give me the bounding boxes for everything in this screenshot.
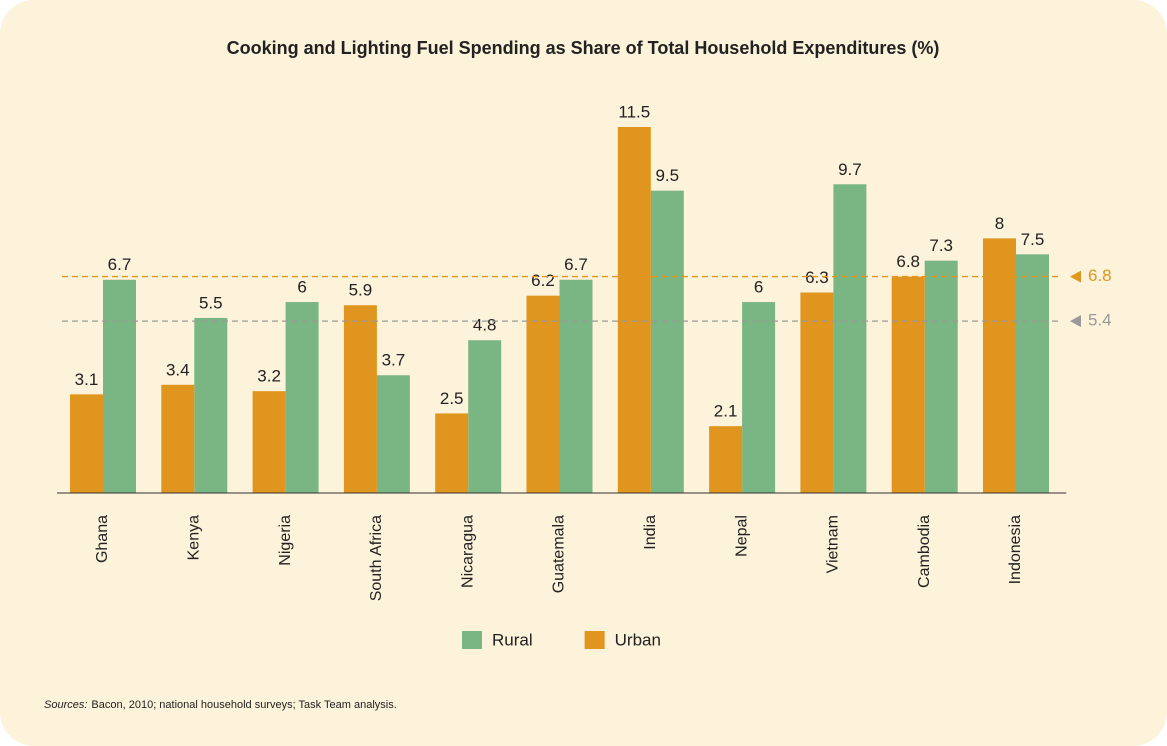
- x-tick-label: India: [642, 515, 659, 550]
- bar: [161, 384, 195, 493]
- value-label: 9.7: [838, 160, 862, 179]
- bar: [559, 279, 593, 493]
- x-tick-label: Indonesia: [1007, 515, 1024, 584]
- value-label: 6: [754, 278, 763, 297]
- bar: [924, 260, 958, 493]
- x-tick-label: Nicaragua: [459, 515, 476, 588]
- bar: [526, 295, 560, 493]
- reference-marker: [1070, 315, 1081, 328]
- reference-label: 5.4: [1088, 311, 1112, 330]
- value-label: 6: [297, 278, 306, 297]
- value-label: 7.5: [1021, 230, 1045, 249]
- value-label: 2.1: [714, 402, 738, 421]
- x-tick-label: Nigeria: [277, 515, 294, 566]
- bar: [194, 317, 228, 493]
- value-label: 7.3: [929, 236, 953, 255]
- value-label: 2.5: [440, 389, 464, 408]
- legend-label: Rural: [492, 630, 533, 649]
- source-text: Bacon, 2010; national household surveys;…: [91, 699, 396, 711]
- bar: [742, 302, 776, 493]
- bar: [983, 238, 1016, 493]
- value-label: 4.8: [473, 316, 497, 335]
- legend-swatch: [462, 631, 482, 649]
- bar: [343, 305, 377, 493]
- value-label: 5.9: [349, 281, 373, 300]
- x-tick-label: Vietnam: [825, 515, 842, 573]
- x-tick-label: South Africa: [368, 515, 385, 601]
- legend-swatch: [584, 631, 605, 649]
- value-label: 11.5: [618, 102, 650, 121]
- x-tick-label: Nepal: [733, 515, 750, 557]
- value-label: 6.7: [564, 255, 588, 274]
- bar: [650, 190, 684, 494]
- chart-title: Cooking and Lighting Fuel Spending as Sh…: [227, 38, 940, 58]
- bar: [468, 340, 502, 493]
- x-tick-label: Kenya: [186, 515, 203, 560]
- value-label: 6.8: [896, 252, 920, 271]
- bar: [252, 391, 286, 493]
- source: Sources: Bacon, 2010; national household …: [44, 699, 397, 711]
- bar: [833, 184, 867, 493]
- x-tick-label: Guatemala: [551, 515, 568, 593]
- value-label: 3.2: [257, 367, 281, 386]
- reference-label: 6.8: [1088, 266, 1112, 285]
- value-label: 5.5: [199, 293, 223, 312]
- bar: [70, 394, 103, 493]
- legend-label: Urban: [615, 630, 661, 649]
- value-label: 3.1: [75, 370, 99, 389]
- bar: [891, 276, 925, 493]
- value-label: 8: [995, 214, 1004, 233]
- value-label: 9.5: [655, 166, 679, 185]
- bar: [709, 426, 743, 493]
- x-tick-label: Cambodia: [916, 515, 933, 588]
- x-tick-label: Ghana: [94, 515, 111, 563]
- bar: [1016, 254, 1049, 493]
- value-label: 3.7: [382, 351, 406, 370]
- value-label: 3.4: [166, 360, 190, 379]
- reference-marker: [1070, 270, 1081, 283]
- value-label: 6.3: [805, 268, 829, 287]
- value-label: 6.7: [108, 255, 132, 274]
- bar: [617, 127, 651, 493]
- bar: [800, 292, 834, 493]
- source-label: Sources:: [44, 699, 87, 711]
- bar: [103, 279, 136, 493]
- bar: [376, 375, 410, 493]
- bar: [435, 413, 469, 493]
- value-label: 6.2: [531, 271, 555, 290]
- bar: [285, 302, 319, 493]
